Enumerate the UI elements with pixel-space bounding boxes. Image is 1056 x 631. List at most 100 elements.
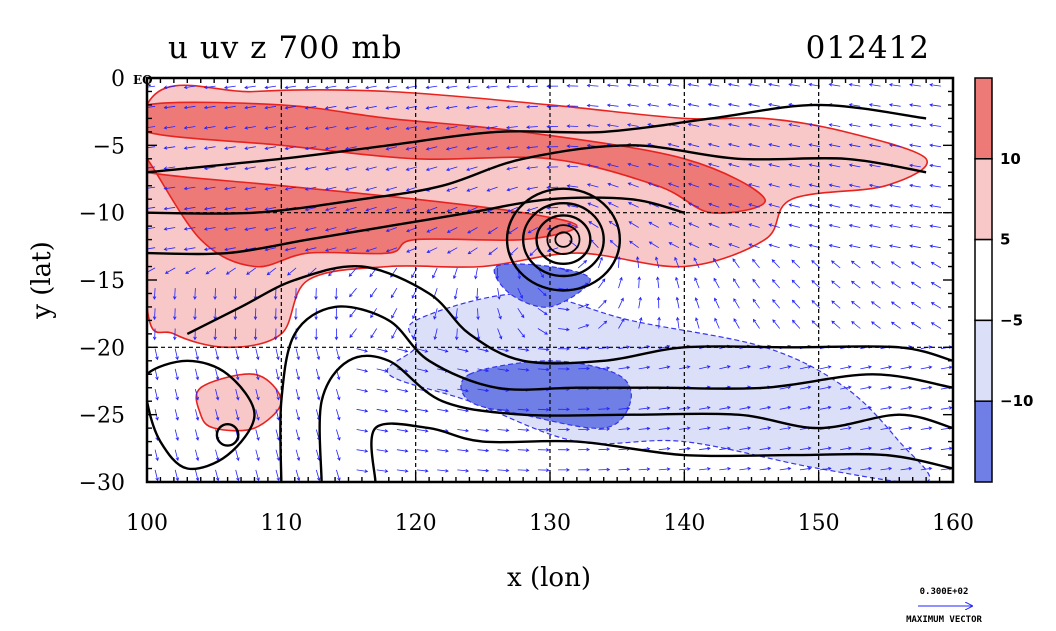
wind-vector-446 — [587, 202, 599, 208]
wind-vector-301 — [445, 105, 458, 110]
wind-vector-510 — [656, 276, 660, 289]
wind-vector-409 — [557, 267, 570, 273]
wind-vector-187 — [324, 227, 337, 232]
wind-vector-441 — [586, 103, 599, 108]
wind-vector-702 — [848, 123, 861, 127]
wind-vector-37 — [174, 429, 179, 442]
wind-vector-205 — [345, 186, 357, 191]
wind-vector-349 — [495, 267, 500, 280]
wind-vector-707 — [848, 223, 861, 228]
wind-vector-775 — [920, 385, 933, 390]
wind-vector-54 — [195, 368, 200, 381]
wind-vector-41 — [183, 105, 196, 110]
wind-vector-133 — [275, 348, 280, 361]
wind-vector-121 — [264, 105, 277, 110]
colorbar-box-0 — [974, 77, 993, 160]
wind-vector-240 — [385, 85, 397, 90]
wind-vector-66 — [203, 206, 216, 211]
wind-vector-501 — [647, 103, 659, 107]
wind-vector-621 — [768, 102, 780, 107]
wind-vector-81 — [223, 105, 236, 110]
wind-vector-31 — [173, 308, 177, 321]
wind-vector-612 — [752, 318, 760, 329]
wind-vector-93 — [235, 348, 240, 361]
wind-vector-374 — [517, 368, 530, 372]
height-contour-6 — [370, 422, 953, 482]
wind-vector-780 — [929, 83, 941, 87]
wind-vector-500 — [647, 83, 659, 87]
wind-vector-204 — [345, 166, 357, 171]
wind-vector-391 — [537, 307, 548, 315]
wind-vector-419 — [558, 468, 570, 472]
wind-vector-548 — [688, 242, 700, 249]
wind-vector-466 — [607, 202, 619, 208]
wind-vector-139 — [275, 469, 280, 482]
wind-vector-749 — [890, 261, 901, 269]
wind-vector-35 — [174, 389, 179, 401]
wind-vector-424 — [566, 164, 579, 168]
wind-vector-90 — [233, 288, 238, 300]
wind-vector-135 — [275, 389, 280, 401]
wind-vector-224 — [365, 166, 377, 171]
wind-vector-98 — [235, 449, 240, 462]
wind-vector-631 — [772, 299, 781, 309]
wind-vector-371 — [517, 308, 525, 319]
wind-vector-586 — [728, 203, 740, 208]
wind-vector-116 — [255, 409, 260, 421]
wind-vector-339 — [477, 468, 490, 473]
wind-vector-605 — [748, 183, 760, 188]
wind-vector-68 — [203, 247, 216, 251]
wind-vector-298 — [437, 448, 449, 453]
y-tick-label-25: −25 — [79, 404, 125, 429]
height-contour-7 — [147, 359, 256, 471]
wind-vector-726 — [868, 203, 881, 208]
wind-vector-608 — [748, 243, 760, 249]
wind-vector-75 — [215, 389, 220, 401]
wind-vector-256 — [396, 408, 409, 413]
wind-vector-772 — [910, 322, 922, 329]
wind-vector-433 — [578, 346, 591, 351]
wind-vector-464 — [606, 163, 619, 168]
wind-vector-699 — [840, 466, 852, 471]
wind-vector-598 — [739, 446, 752, 451]
wind-vector-599 — [739, 466, 752, 471]
wind-vector-791 — [930, 302, 942, 309]
wind-vector-790 — [930, 281, 942, 289]
wind-vector-113 — [255, 348, 260, 361]
wind-vector-157 — [295, 429, 301, 441]
wind-vector-762 — [909, 123, 921, 127]
x-tick-label-120: 120 — [395, 511, 437, 536]
wind-vector-622 — [768, 123, 780, 127]
wind-vector-627 — [768, 223, 780, 228]
vortex-contour-1 — [546, 224, 581, 256]
wind-vector-277 — [416, 429, 429, 433]
wind-vector-10 — [152, 288, 157, 300]
wind-vector-144 — [284, 166, 297, 171]
wind-vector-544 — [687, 162, 700, 168]
wind-vector-140 — [284, 85, 297, 90]
wind-vector-196 — [336, 409, 341, 421]
x-axis-label: x (lon) — [507, 563, 591, 593]
wind-vector-781 — [929, 103, 941, 107]
wind-vector-372 — [517, 328, 526, 338]
wind-vector-148 — [284, 247, 297, 252]
wind-vector-420 — [566, 84, 579, 88]
wind-vector-12 — [152, 328, 157, 341]
wind-vector-92 — [233, 328, 238, 341]
wind-vector-210 — [349, 287, 357, 298]
wind-vector-154 — [295, 368, 300, 381]
wind-vector-591 — [733, 298, 740, 309]
wind-vector-292 — [433, 328, 438, 341]
wind-vector-11 — [152, 308, 157, 321]
colorbar-label-3: −10 — [1000, 392, 1033, 410]
wind-vector-397 — [537, 428, 550, 432]
wind-vector-348 — [488, 247, 498, 256]
wind-vector-760 — [909, 83, 921, 87]
wind-vector-518 — [658, 447, 671, 451]
wind-vector-504 — [647, 162, 659, 168]
wind-vector-56 — [195, 409, 200, 421]
wind-vector-15 — [154, 389, 159, 401]
wind-vector-523 — [667, 142, 680, 148]
wind-vector-198 — [336, 449, 341, 462]
